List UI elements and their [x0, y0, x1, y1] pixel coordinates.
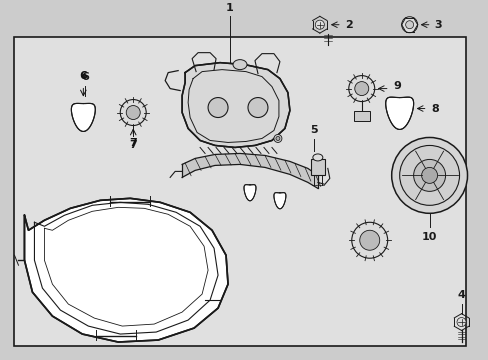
Bar	[15, 37, 465, 346]
Circle shape	[247, 98, 267, 117]
Text: 8: 8	[431, 104, 438, 113]
Polygon shape	[71, 103, 95, 131]
Text: 10: 10	[421, 232, 436, 242]
Text: 9: 9	[393, 81, 401, 91]
Text: 2: 2	[344, 20, 352, 30]
Circle shape	[351, 222, 387, 258]
Circle shape	[413, 159, 445, 192]
Bar	[310, 159, 324, 175]
Circle shape	[405, 21, 413, 29]
Text: 7: 7	[129, 139, 137, 148]
Text: 1: 1	[225, 3, 233, 13]
Polygon shape	[24, 198, 227, 342]
Circle shape	[315, 20, 324, 29]
Text: 7: 7	[129, 140, 137, 150]
Bar	[353, 111, 369, 121]
Text: 3: 3	[434, 20, 441, 30]
Polygon shape	[273, 193, 285, 209]
Circle shape	[421, 167, 437, 183]
Text: 4: 4	[457, 290, 465, 300]
Circle shape	[126, 105, 140, 120]
Text: 6: 6	[81, 72, 89, 82]
Polygon shape	[182, 63, 289, 148]
Circle shape	[273, 135, 282, 143]
Polygon shape	[385, 97, 413, 130]
Circle shape	[275, 136, 279, 140]
Circle shape	[120, 100, 146, 126]
Ellipse shape	[233, 60, 246, 69]
Circle shape	[359, 230, 379, 250]
Text: 5: 5	[309, 126, 317, 135]
Circle shape	[456, 318, 465, 327]
Circle shape	[401, 17, 417, 33]
Ellipse shape	[312, 154, 322, 161]
Circle shape	[348, 76, 374, 102]
Circle shape	[208, 98, 227, 117]
Circle shape	[391, 138, 467, 213]
Circle shape	[399, 145, 459, 205]
Polygon shape	[244, 185, 255, 201]
Text: 6: 6	[79, 71, 87, 81]
Circle shape	[354, 82, 368, 95]
